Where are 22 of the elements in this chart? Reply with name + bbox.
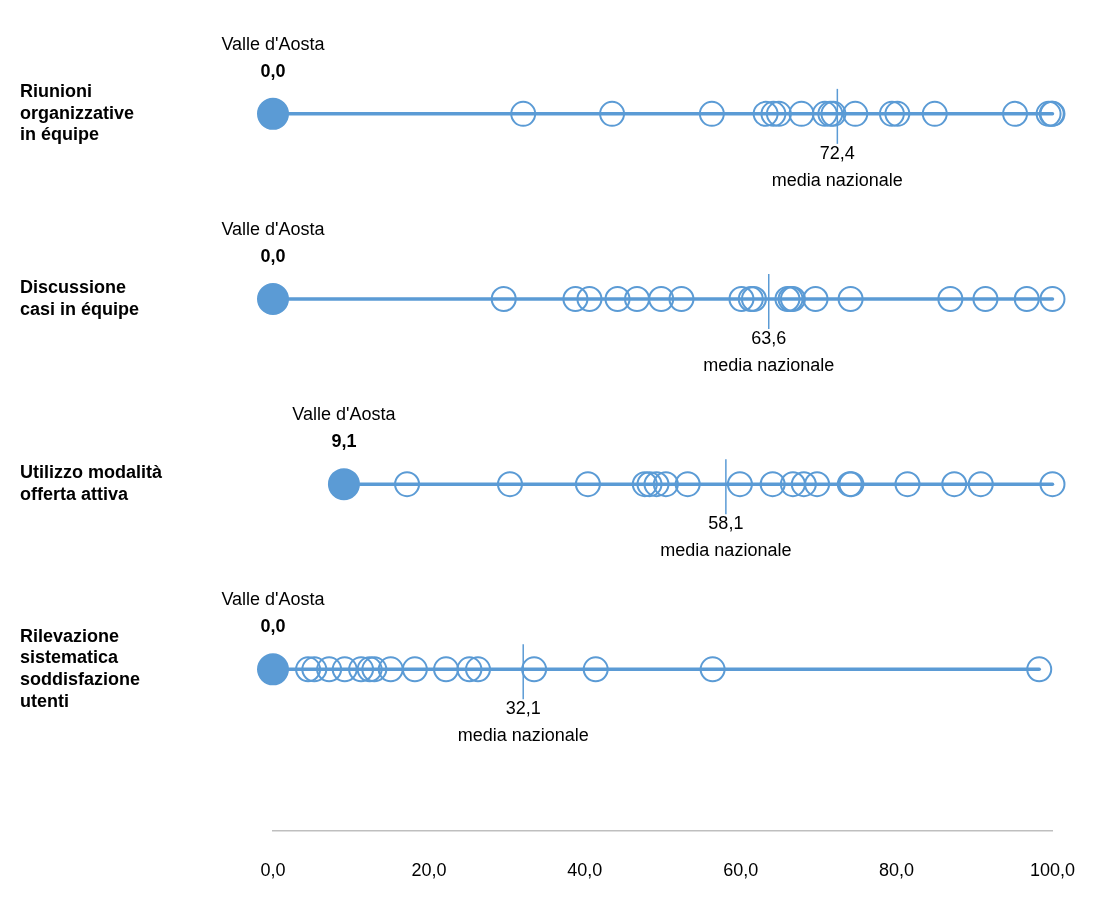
annotation: 72,4 media nazionale [771, 142, 903, 190]
annotation: 58,1 media nazionale [660, 513, 792, 561]
text: Valle d'Aosta [292, 404, 396, 425]
x-tick-label: 0,0 [260, 860, 286, 881]
x-tick-label: 80,0 [879, 860, 915, 881]
text: Valle d'Aosta [221, 589, 325, 610]
y-tick-label: Rilevazione sistematica soddisfazione utenti [20, 625, 141, 711]
y-tick-label: Riunioni organizzative in équipe [20, 81, 135, 145]
text: Valle d'Aosta [221, 33, 325, 54]
x-tick-label: 100,0 [1029, 860, 1075, 881]
data-label: 0,0 [260, 616, 286, 637]
annotation: 63,6 media nazionale [703, 327, 835, 375]
x-tick-label: 40,0 [567, 860, 603, 881]
y-tick-label: Discussione casi in équipe [20, 277, 140, 319]
data-label: 0,0 [260, 245, 286, 266]
x-tick-label: 60,0 [723, 860, 759, 881]
text: Valle d'Aosta [221, 218, 326, 239]
y-tick-label: Utilizzo modalità offerta attiva [20, 462, 163, 504]
data-label: 9,1 [331, 431, 357, 452]
x-tick-label: 20,0 [411, 860, 447, 881]
data-label: 0,0 [260, 60, 286, 81]
annotation: 32,1 media nazionale [457, 698, 589, 746]
